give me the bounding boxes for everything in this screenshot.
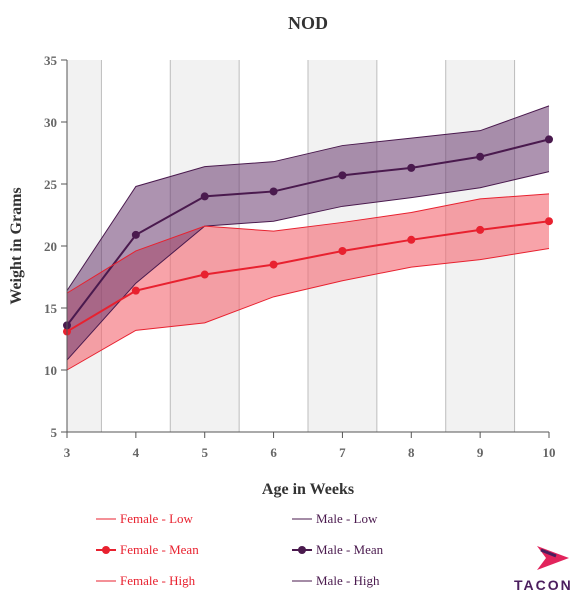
legend-item-male-mean[interactable]: Male - Mean	[292, 542, 384, 557]
plot-band	[67, 60, 102, 432]
legend-label: Male - Low	[316, 511, 378, 526]
legend-item-female-low[interactable]: Female - Low	[96, 511, 194, 526]
logo-text: TACON	[514, 577, 570, 593]
series-points	[63, 135, 553, 336]
data-point-female-mean	[269, 260, 278, 269]
x-tick-label: 6	[270, 445, 277, 460]
legend-label: Female - High	[120, 573, 196, 588]
legend-label: Female - Mean	[120, 542, 199, 557]
logo-stroke-icon	[540, 548, 557, 558]
y-tick-label: 25	[44, 177, 58, 192]
y-tick-label: 35	[44, 53, 58, 68]
chart-title: NOD	[288, 13, 328, 33]
data-point-female-mean	[200, 270, 209, 279]
data-point-male-mean	[338, 171, 347, 180]
x-tick-label: 10	[543, 445, 556, 460]
legend-label: Male - Mean	[316, 542, 384, 557]
data-point-female-mean	[407, 235, 416, 244]
series-line-female-low	[66, 247, 550, 371]
y-tick-label: 5	[51, 425, 58, 440]
legend-item-male-low[interactable]: Male - Low	[292, 511, 378, 526]
series-line-female-mean	[66, 220, 550, 333]
legend-item-female-mean[interactable]: Female - Mean	[96, 542, 199, 557]
tacon-logo: TACON	[514, 546, 570, 593]
data-point-male-mean	[476, 152, 485, 161]
series-line-female-high	[66, 193, 550, 294]
data-point-female-mean	[131, 286, 140, 295]
legend-item-male-high[interactable]: Male - High	[292, 573, 380, 588]
male-range-area	[67, 105, 549, 361]
axes: 3 4 5 6 7 8 9 10 5 10 15 20 25 30 35	[44, 53, 556, 460]
data-point-male-mean	[407, 163, 416, 172]
legend: Female - Low Male - Low Female - Mean Male …	[96, 511, 384, 588]
x-tick-label: 4	[133, 445, 140, 460]
data-point-female-mean	[476, 225, 485, 234]
series-line-male-mean	[66, 138, 550, 326]
series-line-male-low	[66, 171, 550, 361]
y-tick-label: 20	[44, 239, 57, 254]
data-point-male-mean	[200, 192, 209, 201]
data-point-male-mean	[131, 230, 140, 239]
legend-item-female-high[interactable]: Female - High	[96, 573, 196, 588]
data-point-male-mean	[545, 135, 553, 144]
x-tick-label: 3	[64, 445, 71, 460]
x-tick-label: 8	[408, 445, 415, 460]
y-tick-label: 10	[44, 363, 57, 378]
y-tick-label: 30	[44, 115, 57, 130]
legend-marker	[298, 546, 306, 554]
x-tick-label: 5	[201, 445, 208, 460]
y-tick-label: 15	[44, 301, 58, 316]
legend-marker	[102, 546, 110, 554]
data-point-male-mean	[269, 187, 278, 196]
series-line-male-high	[66, 105, 550, 291]
x-tick-label: 7	[339, 445, 346, 460]
series-lines	[66, 105, 550, 371]
legend-label: Male - High	[316, 573, 380, 588]
data-point-female-mean	[545, 217, 553, 226]
x-axis-title: Age in Weeks	[262, 481, 354, 498]
y-axis-title: Weight in Grams	[8, 187, 25, 304]
legend-label: Female - Low	[120, 511, 194, 526]
data-point-female-mean	[338, 246, 347, 255]
x-tick-label: 9	[477, 445, 484, 460]
